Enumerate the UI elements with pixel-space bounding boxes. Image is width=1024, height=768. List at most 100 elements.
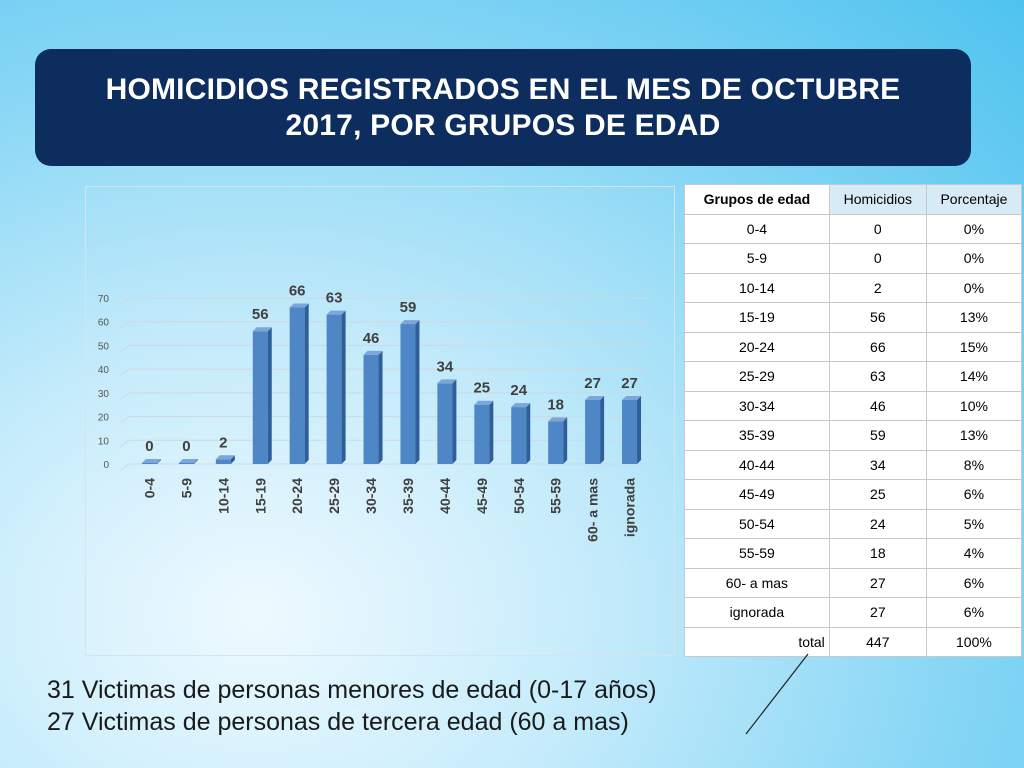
bar (141, 463, 157, 464)
x-tick-label: 20-24 (289, 478, 305, 514)
bar-top (511, 403, 531, 408)
homicides-cell: 59 (828, 420, 927, 451)
bar-side (637, 395, 642, 464)
footer-line-2: 27 Victimas de personas de tercera edad … (47, 708, 629, 736)
data-label: 56 (252, 306, 269, 323)
group-cell: 20-24 (684, 331, 830, 362)
bar (548, 421, 564, 464)
bar (289, 307, 305, 464)
x-tick-label: 15-19 (252, 478, 268, 514)
x-tick-label: 0-4 (141, 478, 157, 498)
bar (585, 399, 601, 464)
data-table: Grupos de edad Homicidios Porcentaje 0-4… (684, 184, 1023, 657)
percentage-cell: 6% (925, 479, 1023, 510)
footer-notes: 31 Victimas de personas menores de edad … (47, 674, 657, 738)
total-percentage-cell: 100% (925, 626, 1023, 657)
percentage-cell: 0% (925, 272, 1023, 303)
percentage-cell: 8% (925, 449, 1023, 480)
bar-top (363, 350, 383, 355)
x-tick-label: ignorada (622, 478, 638, 537)
percentage-cell: 5% (925, 508, 1023, 539)
data-label: 63 (326, 290, 343, 307)
group-cell: 0-4 (684, 213, 830, 244)
gridline-depth (120, 463, 130, 471)
group-cell: 15-19 (684, 302, 830, 333)
table-row: 5-9 0 0% (684, 243, 1023, 274)
data-label: 34 (437, 358, 454, 375)
table-row: 35-39 59 13% (684, 420, 1023, 451)
x-tick-label: 30-34 (363, 478, 379, 514)
bar-side (563, 417, 568, 464)
table-row: 50-54 24 5% (684, 508, 1023, 539)
x-tick-label: 55-59 (548, 478, 564, 514)
table-row: 0-4 0 0% (684, 213, 1023, 244)
group-cell: 45-49 (684, 479, 830, 510)
percentage-cell: 0% (925, 213, 1023, 244)
bar-top (215, 455, 235, 460)
group-cell: 30-34 (684, 390, 830, 421)
table-body: 0-4 0 0% 5-9 0 0% 10-14 2 0% 15-19 56 13% 20-24 66 15%… (684, 213, 1023, 657)
bar (474, 404, 490, 464)
y-tick-label: 40 (98, 365, 110, 376)
x-tick-label: 5-9 (178, 478, 194, 498)
x-tick-label: 45-49 (474, 478, 490, 514)
bar (437, 383, 453, 464)
y-tick-label: 30 (98, 389, 110, 400)
bar-top (178, 459, 198, 463)
table-row: 60- a mas 27 6% (684, 567, 1023, 598)
title-line-1: HOMICIDIOS REGISTRADOS EN EL MES DE OCTU… (105, 72, 901, 106)
table-row: ignorada 27 6% (684, 597, 1023, 628)
bar (622, 399, 638, 464)
data-label: 59 (400, 299, 417, 316)
bar-top (474, 400, 494, 405)
group-cell: 25-29 (684, 361, 830, 392)
bar-side (415, 320, 420, 464)
header-homicides: Homicidios (828, 184, 927, 215)
homicides-cell: 27 (828, 567, 927, 598)
table-row: 40-44 34 8% (684, 449, 1023, 480)
total-homicides-cell: 447 (828, 626, 927, 657)
table-row: 25-29 63 14% (684, 361, 1023, 392)
homicides-cell: 24 (828, 508, 927, 539)
table-row: 55-59 18 4% (684, 538, 1023, 569)
bar-side (526, 403, 531, 464)
bar-top (622, 395, 642, 400)
title-banner: HOMICIDIOS REGISTRADOS EN EL MES DE OCTU… (35, 49, 971, 166)
header-percentage: Porcentaje (925, 184, 1023, 215)
data-label: 2 (219, 434, 227, 451)
bar-chart-svg: 0 10 20 30 40 50 60 70 0 0-4 0 5-9 2 10-14 56 15-19 66 20… (98, 282, 648, 542)
homicides-cell: 46 (828, 390, 927, 421)
x-tick-label: 10-14 (215, 478, 231, 514)
gridline-depth (120, 345, 130, 352)
group-cell: 55-59 (684, 538, 830, 569)
group-cell: 60- a mas (684, 567, 830, 598)
gridline-depth (120, 392, 130, 400)
data-label: 27 (621, 375, 638, 392)
bar-top (585, 395, 605, 400)
pointer-line-stroke (745, 653, 809, 735)
homicides-cell: 18 (828, 538, 927, 569)
percentage-cell: 6% (925, 567, 1023, 598)
data-label: 46 (363, 330, 380, 347)
bar-side (378, 350, 383, 464)
gridline-depth (120, 368, 130, 376)
bar-side (193, 459, 198, 464)
bar-top (252, 327, 272, 332)
table-total-row: total 447 100% (684, 626, 1023, 657)
total-label-cell: total (684, 626, 830, 657)
y-tick-label: 70 (98, 294, 110, 305)
bar-top (141, 459, 161, 463)
table-row: 10-14 2 0% (684, 272, 1023, 303)
y-tick-label: 10 (98, 436, 110, 447)
bar (326, 314, 342, 464)
bar (400, 324, 416, 464)
data-label: 0 (182, 438, 190, 455)
gridline-depth (120, 439, 130, 447)
group-cell: 35-39 (684, 420, 830, 451)
y-tick-label: 0 (103, 460, 109, 471)
gridline-depth (120, 416, 130, 423)
table-row: 20-24 66 15% (684, 331, 1023, 362)
bar (252, 331, 268, 464)
x-tick-label: 25-29 (326, 478, 342, 514)
